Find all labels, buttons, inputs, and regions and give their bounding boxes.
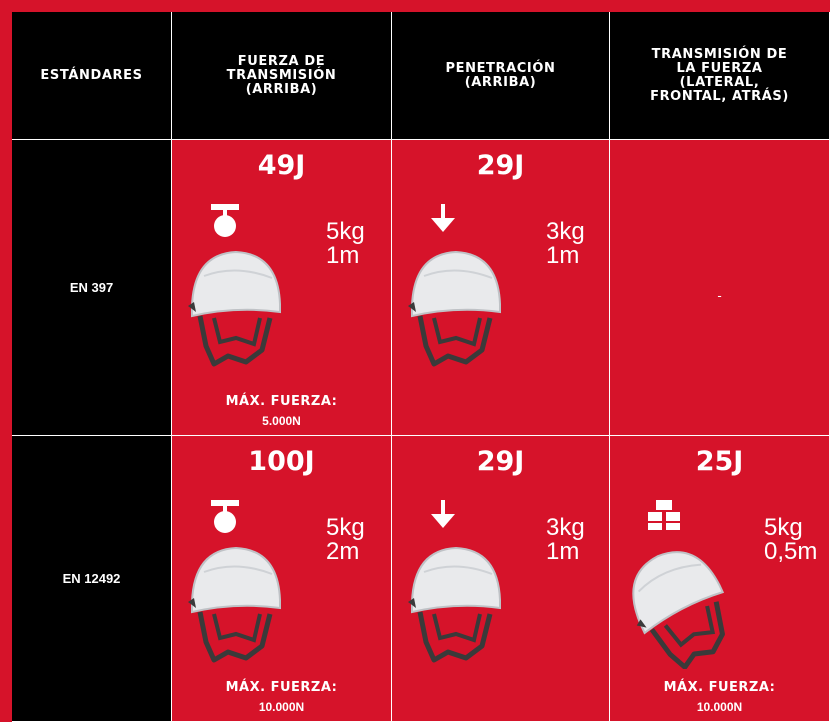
header-text: FRONTAL, ATRÁS) xyxy=(650,90,789,104)
test-icon xyxy=(208,202,242,243)
helmet-image xyxy=(184,542,294,672)
energy: 29J xyxy=(392,446,609,477)
weight: 5kg xyxy=(764,516,803,540)
standard-cell: EN 397 xyxy=(12,140,172,436)
standard-cell: EN 12492 xyxy=(12,436,172,722)
max-force-value: 10.000N xyxy=(610,700,829,714)
height: 1m xyxy=(546,540,579,564)
max-force-value: 5.000N xyxy=(172,414,391,428)
max-force-label: MÁX. FUERZA: xyxy=(610,680,829,695)
energy: 25J xyxy=(610,446,829,477)
header-text: FUERZA DE xyxy=(238,55,325,69)
max-force-label: MÁX. FUERZA: xyxy=(172,680,391,695)
height: 1m xyxy=(546,244,579,268)
max-force-label: MÁX. FUERZA: xyxy=(172,394,391,409)
header-text: (ARRIBA) xyxy=(465,76,537,90)
header-text: (ARRIBA) xyxy=(246,83,318,97)
test-icon xyxy=(208,498,242,539)
helmet-image xyxy=(628,544,738,674)
energy: 100J xyxy=(172,446,391,477)
height: 1m xyxy=(326,244,359,268)
weight: 3kg xyxy=(546,220,585,244)
standard-label: EN 397 xyxy=(70,280,113,295)
header-cell: PENETRACIÓN(ARRIBA) xyxy=(392,12,610,140)
standard-label: EN 12492 xyxy=(63,571,121,586)
header-text: PENETRACIÓN xyxy=(445,62,555,76)
helmet-image xyxy=(404,246,514,376)
header-text: (LATERAL, xyxy=(680,76,760,90)
header-cell: ESTÁNDARES xyxy=(12,12,172,140)
helmet-image xyxy=(184,246,294,376)
test-cell: - xyxy=(610,140,830,436)
test-icon xyxy=(428,498,458,537)
weight: 3kg xyxy=(546,516,585,540)
empty-dash: - xyxy=(610,288,829,303)
test-icon xyxy=(428,202,458,241)
weight: 5kg xyxy=(326,220,365,244)
weight: 5kg xyxy=(326,516,365,540)
helmet-image xyxy=(404,542,514,672)
header-text: TRANSMISIÓN DE xyxy=(652,48,788,62)
header-text: ESTÁNDARES xyxy=(40,69,142,83)
energy: 49J xyxy=(172,150,391,181)
test-icon xyxy=(646,498,682,537)
header-text: TRANSMISIÓN xyxy=(227,69,337,83)
header-text: LA FUERZA xyxy=(676,62,762,76)
energy: 29J xyxy=(392,150,609,181)
max-force-value: 10.000N xyxy=(172,700,391,714)
height: 2m xyxy=(326,540,359,564)
height: 0,5m xyxy=(764,540,817,564)
page: ESTÁNDARESFUERZA DETRANSMISIÓN(ARRIBA)PE… xyxy=(0,0,830,722)
